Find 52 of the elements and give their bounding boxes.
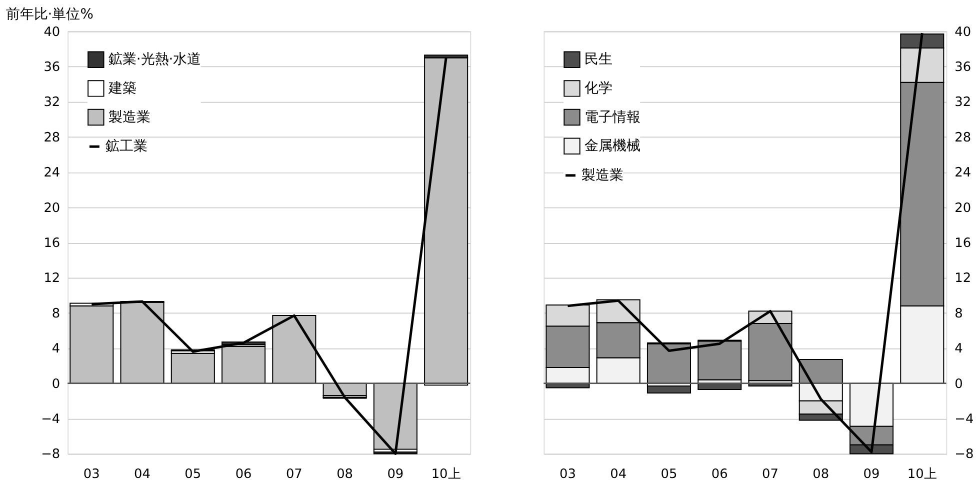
legend-label: 製造業 (581, 167, 624, 184)
y-tick-label: 8 (52, 306, 60, 322)
x-tick-label: 03 (83, 467, 100, 482)
y-tick-label: −4 (41, 412, 60, 427)
x-tick-label: 06 (711, 467, 728, 482)
legend-label: 金属機械 (584, 138, 640, 154)
x-tick-label: 10上 (907, 467, 937, 482)
y-tick-label: −8 (954, 447, 974, 462)
x-tick-label: 04 (134, 467, 150, 482)
legend-label: 電子情報 (584, 109, 640, 126)
y-tick-label: 40 (954, 24, 972, 40)
y-tick-label: 0 (52, 376, 60, 392)
x-tick-label: 07 (286, 467, 302, 482)
y-tick-label: 32 (44, 95, 60, 110)
y-tick-label: −8 (41, 447, 60, 462)
x-tick-label: 08 (812, 467, 830, 482)
y-tick-label: 20 (44, 200, 60, 216)
x-tick-label: 03 (560, 467, 576, 482)
y-tick-label: 36 (44, 60, 60, 75)
x-tick-label: 09 (387, 467, 404, 482)
legend-label: 製造業 (108, 109, 150, 126)
y-tick-label: 32 (954, 95, 972, 110)
y-tick-label: −4 (954, 412, 974, 427)
legend-label: 建築 (107, 80, 136, 96)
x-tick-label: 06 (235, 467, 252, 482)
y-tick-label: 28 (44, 130, 60, 146)
y-tick-label: 40 (44, 24, 60, 40)
chart-title: 前年比·単位% (6, 6, 94, 22)
legend-label: 鉱業·光熱·水道 (108, 52, 202, 68)
legend-label: 化学 (584, 80, 612, 96)
y-tick-label: 12 (954, 271, 972, 286)
y-tick-label: 12 (44, 271, 60, 286)
x-tick-label: 08 (336, 467, 354, 482)
y-tick-label: 28 (954, 130, 972, 146)
y-tick-label: 24 (954, 166, 972, 181)
y-tick-label: 0 (954, 376, 963, 392)
y-tick-label: 4 (52, 342, 60, 357)
x-tick-label: 04 (610, 467, 627, 482)
legend-label: 民生 (584, 52, 612, 68)
legend-label: 鉱工業 (105, 138, 148, 155)
y-tick-label: 16 (954, 236, 972, 251)
y-tick-label: 4 (954, 342, 963, 357)
x-tick-label: 09 (863, 467, 880, 482)
y-tick-label: 36 (954, 60, 972, 75)
x-tick-label: 07 (762, 467, 778, 482)
y-tick-label: 20 (954, 200, 972, 216)
x-tick-label: 05 (184, 467, 202, 482)
x-tick-label: 10上 (431, 467, 461, 482)
y-tick-label: 8 (954, 306, 963, 322)
x-tick-label: 05 (660, 467, 678, 482)
y-tick-label: 16 (44, 236, 60, 251)
y-tick-label: 24 (44, 166, 60, 181)
